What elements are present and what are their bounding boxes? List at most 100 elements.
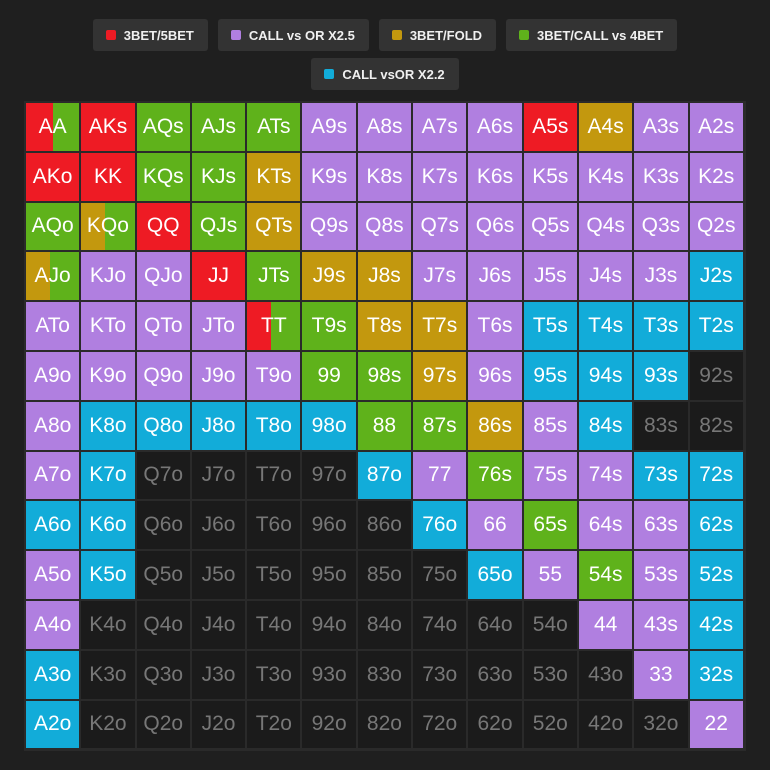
hand-cell-a4o[interactable]: A4o — [25, 599, 81, 650]
hand-cell-74o[interactable]: 74o — [412, 599, 468, 650]
hand-cell-jts[interactable]: JTs — [246, 251, 302, 302]
hand-cell-86o[interactable]: 86o — [356, 500, 413, 551]
hand-cell-q9o[interactable]: Q9o — [135, 350, 191, 401]
hand-cell-84o[interactable]: 84o — [356, 599, 413, 650]
hand-cell-k2s[interactable]: K2s — [688, 151, 744, 202]
hand-cell-33[interactable]: 33 — [633, 649, 689, 700]
hand-cell-q4o[interactable]: Q4o — [135, 599, 191, 650]
hand-cell-kqs[interactable]: KQs — [135, 151, 191, 202]
hand-cell-74s[interactable]: 74s — [577, 450, 634, 501]
hand-cell-82s[interactable]: 82s — [688, 400, 744, 451]
hand-cell-a2s[interactable]: A2s — [688, 102, 744, 152]
hand-cell-84s[interactable]: 84s — [577, 400, 634, 451]
hand-cell-j9o[interactable]: J9o — [190, 350, 247, 401]
hand-cell-k6s[interactable]: K6s — [467, 151, 523, 202]
hand-cell-jj[interactable]: JJ — [190, 251, 247, 302]
hand-cell-92o[interactable]: 92o — [301, 699, 357, 750]
hand-cell-ato[interactable]: ATo — [25, 301, 81, 351]
hand-cell-k7o[interactable]: K7o — [80, 450, 136, 501]
hand-cell-q6s[interactable]: Q6s — [467, 201, 523, 252]
hand-cell-j8o[interactable]: J8o — [190, 400, 247, 451]
hand-cell-qjs[interactable]: QJs — [190, 201, 247, 252]
hand-cell-44[interactable]: 44 — [577, 599, 634, 650]
hand-cell-86s[interactable]: 86s — [467, 400, 523, 451]
hand-cell-j3o[interactable]: J3o — [190, 649, 247, 700]
hand-cell-77[interactable]: 77 — [412, 450, 468, 501]
hand-cell-52s[interactable]: 52s — [688, 550, 744, 600]
hand-cell-76s[interactable]: 76s — [467, 450, 523, 501]
hand-cell-k3o[interactable]: K3o — [80, 649, 136, 700]
hand-cell-a7s[interactable]: A7s — [412, 102, 468, 152]
hand-cell-98o[interactable]: 98o — [301, 400, 357, 451]
hand-cell-q4s[interactable]: Q4s — [577, 201, 634, 252]
hand-cell-a5s[interactable]: A5s — [522, 102, 578, 152]
hand-cell-ats[interactable]: ATs — [246, 102, 302, 152]
hand-cell-kts[interactable]: KTs — [246, 151, 302, 202]
hand-cell-qq[interactable]: QQ — [135, 201, 191, 252]
hand-cell-32o[interactable]: 32o — [633, 699, 689, 750]
hand-cell-a9s[interactable]: A9s — [301, 102, 357, 152]
hand-cell-73s[interactable]: 73s — [633, 450, 689, 501]
legend-item-call-vs-or-x2-5[interactable]: CALL vs OR X2.5 — [217, 19, 369, 51]
hand-cell-j6o[interactable]: J6o — [190, 500, 247, 551]
hand-cell-t4o[interactable]: T4o — [246, 599, 302, 650]
hand-cell-t2s[interactable]: T2s — [688, 301, 744, 351]
hand-cell-t4s[interactable]: T4s — [577, 301, 634, 351]
hand-cell-42s[interactable]: 42s — [688, 599, 744, 650]
hand-cell-63o[interactable]: 63o — [467, 649, 523, 700]
hand-cell-53s[interactable]: 53s — [633, 550, 689, 600]
legend-item-call-vs-or-x2-2[interactable]: CALL vsOR X2.2 — [311, 58, 459, 90]
hand-cell-82o[interactable]: 82o — [356, 699, 413, 750]
hand-cell-63s[interactable]: 63s — [633, 500, 689, 551]
hand-cell-k9o[interactable]: K9o — [80, 350, 136, 401]
hand-cell-96o[interactable]: 96o — [301, 500, 357, 551]
hand-cell-j8s[interactable]: J8s — [356, 251, 413, 302]
hand-cell-t9o[interactable]: T9o — [246, 350, 302, 401]
hand-cell-qto[interactable]: QTo — [135, 301, 191, 351]
hand-cell-kto[interactable]: KTo — [80, 301, 136, 351]
hand-cell-a6o[interactable]: A6o — [25, 500, 81, 551]
hand-cell-52o[interactable]: 52o — [522, 699, 578, 750]
hand-cell-a8s[interactable]: A8s — [356, 102, 413, 152]
hand-cell-ajo[interactable]: AJo — [25, 251, 81, 302]
hand-cell-q2s[interactable]: Q2s — [688, 201, 744, 252]
hand-cell-43s[interactable]: 43s — [633, 599, 689, 650]
hand-cell-94o[interactable]: 94o — [301, 599, 357, 650]
hand-cell-88[interactable]: 88 — [356, 400, 413, 451]
hand-cell-83o[interactable]: 83o — [356, 649, 413, 700]
hand-cell-j5s[interactable]: J5s — [522, 251, 578, 302]
hand-cell-aqs[interactable]: AQs — [135, 102, 191, 152]
hand-cell-k9s[interactable]: K9s — [301, 151, 357, 202]
hand-cell-kjs[interactable]: KJs — [190, 151, 247, 202]
hand-cell-qts[interactable]: QTs — [246, 201, 302, 252]
hand-cell-t3o[interactable]: T3o — [246, 649, 302, 700]
hand-cell-32s[interactable]: 32s — [688, 649, 744, 700]
hand-cell-j2s[interactable]: J2s — [688, 251, 744, 302]
hand-cell-a9o[interactable]: A9o — [25, 350, 81, 401]
hand-cell-q2o[interactable]: Q2o — [135, 699, 191, 750]
hand-cell-j3s[interactable]: J3s — [633, 251, 689, 302]
hand-cell-95s[interactable]: 95s — [522, 350, 578, 401]
hand-cell-kk[interactable]: KK — [80, 151, 136, 202]
hand-cell-q3o[interactable]: Q3o — [135, 649, 191, 700]
hand-cell-t3s[interactable]: T3s — [633, 301, 689, 351]
hand-cell-t8o[interactable]: T8o — [246, 400, 302, 451]
hand-cell-kqo[interactable]: KQo — [80, 201, 136, 252]
hand-cell-q6o[interactable]: Q6o — [135, 500, 191, 551]
hand-cell-t5s[interactable]: T5s — [522, 301, 578, 351]
hand-cell-96s[interactable]: 96s — [467, 350, 523, 401]
hand-cell-j2o[interactable]: J2o — [190, 699, 247, 750]
hand-cell-22[interactable]: 22 — [688, 699, 744, 750]
hand-cell-a3o[interactable]: A3o — [25, 649, 81, 700]
hand-cell-t7s[interactable]: T7s — [412, 301, 468, 351]
hand-cell-j6s[interactable]: J6s — [467, 251, 523, 302]
hand-cell-tt[interactable]: TT — [246, 301, 302, 351]
hand-cell-k4s[interactable]: K4s — [577, 151, 634, 202]
hand-cell-q7o[interactable]: Q7o — [135, 450, 191, 501]
hand-cell-k8o[interactable]: K8o — [80, 400, 136, 451]
hand-cell-64s[interactable]: 64s — [577, 500, 634, 551]
hand-cell-t6o[interactable]: T6o — [246, 500, 302, 551]
legend-item-3bet-fold[interactable]: 3BET/FOLD — [378, 19, 497, 51]
hand-cell-95o[interactable]: 95o — [301, 550, 357, 600]
hand-cell-87o[interactable]: 87o — [356, 450, 413, 501]
